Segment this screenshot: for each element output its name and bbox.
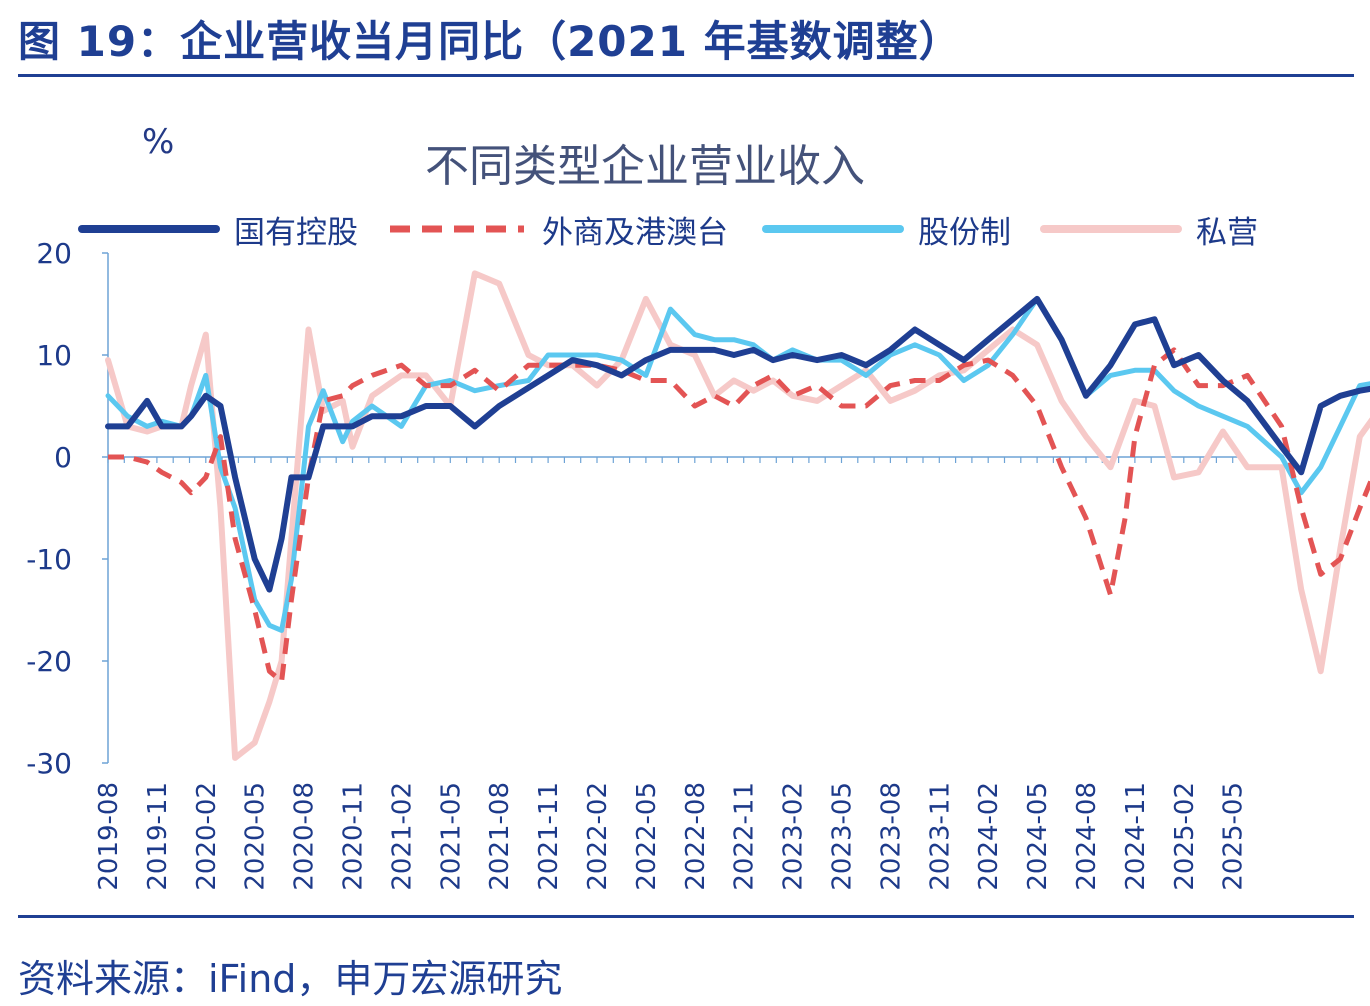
legend-swatch-private — [1040, 225, 1182, 233]
figure-title: 图 19：企业营收当月同比（2021 年基数调整） — [18, 17, 962, 66]
x-tick-label: 2023-05 — [828, 782, 858, 891]
x-tick-label: 2024-11 — [1121, 782, 1151, 891]
x-tick-label: 2020-08 — [290, 782, 320, 891]
title-rule — [18, 74, 1354, 77]
x-tick-label: 2023-02 — [779, 782, 809, 891]
legend-item-joint-stock: 股份制 — [762, 204, 1011, 254]
legend-label-state-owned: 国有控股 — [234, 214, 358, 251]
x-tick-label: 2020-05 — [241, 782, 271, 891]
legend-swatch-foreign — [390, 225, 524, 233]
line-chart: 20 10 0 -10 -20 -30 2019-08 2019-11 2020-02 2020-… — [26, 237, 1370, 891]
series-line-1 — [108, 347, 1370, 684]
x-tick-label: 2021-05 — [436, 782, 466, 891]
legend-item-private: 私营 — [1040, 204, 1258, 254]
y-tick-label: -30 — [26, 747, 72, 780]
series-line-2 — [105, 296, 1370, 633]
x-tick-label: 2021-08 — [485, 782, 515, 891]
x-tick-label: 2019-11 — [143, 782, 173, 891]
y-axis-unit: % — [142, 122, 175, 162]
legend: 国有控股 外商及港澳台 股份制 私营 — [78, 204, 1278, 254]
x-tick-label: 2019-08 — [94, 782, 124, 891]
source-note: 资料来源：iFind，申万宏源研究 — [18, 957, 563, 1001]
x-tick-label: 2022-11 — [730, 782, 760, 891]
y-tick-label: -10 — [26, 543, 72, 576]
x-tick-label: 2023-11 — [925, 782, 955, 891]
x-tick-label: 2022-02 — [583, 782, 613, 891]
legend-item-foreign: 外商及港澳台 — [386, 204, 728, 254]
series-line-3 — [105, 270, 1370, 761]
legend-label-joint-stock: 股份制 — [918, 214, 1011, 251]
legend-label-foreign: 外商及港澳台 — [542, 214, 728, 251]
x-tick-label: 2024-08 — [1072, 782, 1102, 891]
x-tick-label: 2025-02 — [1170, 782, 1200, 891]
y-tick-label: 20 — [36, 237, 72, 270]
y-tick-label: 10 — [36, 339, 72, 372]
legend-item-state-owned: 国有控股 — [78, 204, 358, 254]
series-line-0 — [105, 295, 1370, 593]
legend-swatch-joint-stock — [762, 225, 904, 233]
x-tick-label: 2021-11 — [534, 782, 564, 891]
x-tick-label: 2022-05 — [632, 782, 662, 891]
x-tick-label: 2024-02 — [974, 782, 1004, 891]
x-tick-label: 2022-08 — [681, 782, 711, 891]
x-tick-label: 2025-05 — [1219, 782, 1249, 891]
y-tick-label: 0 — [54, 441, 72, 474]
x-tick-label: 2023-08 — [876, 782, 906, 891]
y-tick-label: -20 — [26, 645, 72, 678]
x-tick-label: 2020-11 — [339, 782, 369, 891]
chart-title: 不同类型企业营业收入 — [425, 141, 865, 192]
x-tick-label: 2020-02 — [192, 782, 222, 891]
x-tick-label: 2024-05 — [1023, 782, 1053, 891]
legend-swatch-state-owned — [78, 225, 220, 233]
footer-rule — [18, 915, 1354, 918]
legend-label-private: 私营 — [1196, 214, 1258, 251]
x-tick-label: 2021-02 — [387, 782, 417, 891]
